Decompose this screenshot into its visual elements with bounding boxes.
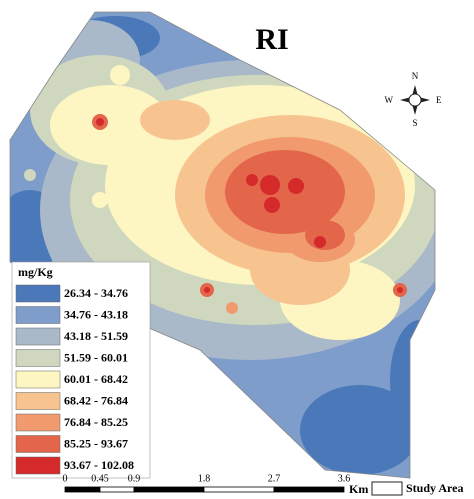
legend-label: 34.76 - 43.18 (64, 307, 128, 321)
compass-e: E (436, 95, 442, 105)
surface-zone (300, 385, 420, 475)
sample-hotspot (110, 65, 130, 85)
scale-label: 1.8 (198, 473, 211, 484)
legend-label: 26.34 - 34.76 (64, 286, 128, 300)
legend: mg/Kg 26.34 - 34.76 34.76 - 43.18 43.18 - … (11, 261, 151, 479)
scale-segment (133, 486, 205, 493)
sample-hotspot (226, 302, 238, 314)
scale-segment (64, 486, 101, 493)
compass-n: N (412, 71, 419, 81)
compass-w: W (385, 95, 394, 105)
legend-label: 68.42 - 76.84 (64, 393, 128, 407)
map-title: RI (255, 23, 288, 56)
scale-bar: 0 0.45 0.9 1.8 2.7 3.6Km (63, 473, 369, 495)
scale-label: 0.45 (91, 473, 109, 484)
sample-hotspot (314, 236, 326, 248)
legend-swatch (15, 392, 61, 410)
scale-label: 3.6 (338, 473, 351, 484)
sample-hotspot (397, 287, 403, 293)
sample-hotspot (96, 118, 104, 126)
scale-segment (203, 486, 275, 493)
study-area-outline (9, 11, 436, 479)
legend-title: mg/Kg (18, 265, 53, 279)
legend-label: 85.25 - 93.67 (64, 436, 128, 450)
surface-zone (390, 320, 435, 440)
legend-swatch (15, 456, 61, 475)
legend-swatch (15, 370, 61, 389)
legend-swatch (15, 349, 61, 367)
compass-s: S (412, 118, 417, 128)
sample-hotspot (288, 178, 304, 194)
sample-hotspot (92, 192, 108, 208)
sample-hotspot (260, 175, 280, 195)
legend-label: 76.84 - 85.25 (64, 415, 128, 429)
surface-zone (140, 100, 210, 140)
legend-swatch (15, 306, 61, 324)
surface-zone (225, 150, 345, 234)
legend-label: 51.59 - 60.01 (64, 350, 128, 364)
sample-hotspot (204, 287, 210, 293)
scale-unit: Km (349, 482, 368, 496)
compass: N S E W (385, 71, 443, 128)
sample-hotspot (246, 174, 258, 186)
scale-segment (99, 486, 135, 493)
legend-swatch (15, 413, 61, 432)
study-area-label: Study Area (406, 481, 463, 495)
legend-swatch (15, 435, 61, 453)
legend-label: 93.67 - 102.08 (64, 458, 134, 472)
scale-label: 2.7 (268, 473, 281, 484)
sample-hotspot (264, 197, 280, 213)
scale-segment (273, 486, 345, 493)
legend-swatch (15, 284, 61, 303)
legend-label: 60.01 - 68.42 (64, 372, 128, 386)
legend-swatch (15, 327, 61, 346)
legend-label: 43.18 - 51.59 (64, 329, 128, 343)
scale-label: 0.9 (128, 473, 141, 484)
surface-zone (305, 220, 345, 250)
scale-label: 0 (63, 473, 68, 484)
sample-hotspot (24, 169, 36, 181)
surface-zone (50, 85, 170, 165)
study-area-swatch (371, 481, 403, 496)
